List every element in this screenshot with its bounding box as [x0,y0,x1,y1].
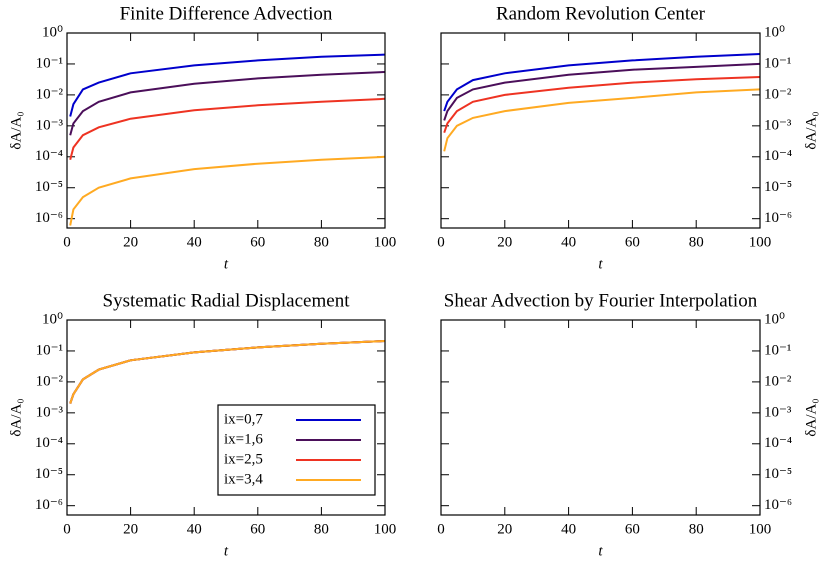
plot-frame [66,319,386,516]
x-tick-label: 60 [250,234,265,250]
y-tick-label: 10⁻⁴ [35,435,63,451]
x-axis-label: t [224,256,229,272]
y-tick-label: 10⁻⁴ [764,435,792,451]
y-tick-label: 10⁻² [764,86,792,102]
x-tick-label: 0 [437,521,445,537]
x-tick-label: 40 [561,521,576,537]
legend-label: ix=0,7 [224,411,263,427]
x-tick-label: 20 [497,521,512,537]
x-tick-label: 80 [314,521,329,537]
x-tick-label: 100 [374,521,397,537]
y-tick-label: 10⁻² [764,373,792,389]
y-tick-label: 10⁻¹ [764,55,791,71]
x-tick-label: 60 [625,234,640,250]
y-tick-label: 10⁻⁴ [764,148,792,164]
x-tick-label: 0 [63,234,71,250]
y-tick-label: 10⁰ [764,24,785,40]
panel-title: Systematic Radial Displacement [103,290,351,311]
plot-frame [66,32,386,229]
y-tick-label: 10⁻¹ [36,342,63,358]
y-tick-label: 10⁻⁵ [35,179,63,195]
y-tick-label: 10⁻⁶ [764,210,792,226]
series-line [69,155,386,226]
x-axis-label: t [224,543,229,559]
y-axis-label: δA/A₀ [8,398,24,436]
x-tick-label: 40 [561,234,576,250]
y-tick-label: 10⁻⁶ [764,497,792,513]
y-tick-label: 10⁻⁵ [35,466,63,482]
x-tick-label: 0 [437,234,445,250]
y-axis-label: δA/A₀ [803,111,819,149]
y-tick-label: 10⁻¹ [36,55,63,71]
series-line [69,53,386,117]
x-axis-label: t [598,256,603,272]
x-tick-label: 40 [187,234,202,250]
x-axis-label: t [598,543,603,559]
series-line [443,62,761,121]
x-tick-label: 80 [689,234,704,250]
plot-frame [440,319,761,516]
y-axis-label: δA/A₀ [8,111,24,149]
y-tick-label: 10⁻⁴ [35,148,63,164]
x-tick-label: 60 [625,521,640,537]
panel-title: Finite Difference Advection [120,3,333,24]
x-tick-label: 100 [749,234,772,250]
legend-label: ix=1,6 [224,431,263,447]
plot-frame [440,32,761,229]
x-tick-label: 100 [374,234,397,250]
x-tick-label: 60 [250,521,265,537]
y-tick-label: 10⁻² [36,86,64,102]
y-tick-label: 10⁻³ [764,117,792,133]
y-tick-label: 10⁻⁶ [35,497,63,513]
panel-title: Random Revolution Center [496,3,706,24]
y-tick-label: 10⁰ [764,311,785,327]
y-tick-label: 10⁻⁶ [35,210,63,226]
x-tick-label: 80 [314,234,329,250]
series-line [443,88,761,152]
series-line [443,76,761,134]
y-tick-label: 10⁻³ [764,404,792,420]
x-tick-label: 80 [689,521,704,537]
y-tick-label: 10⁻¹ [764,342,791,358]
y-axis-label: δA/A₀ [803,398,819,436]
panel-title: Shear Advection by Fourier Interpolation [444,290,758,311]
y-tick-label: 10⁰ [42,24,63,40]
y-tick-label: 10⁻⁵ [764,179,792,195]
series-line [443,53,761,112]
y-tick-label: 10⁰ [42,311,63,327]
series-line [69,97,386,161]
series-line [69,71,386,136]
x-tick-label: 0 [63,521,71,537]
series-line [69,340,386,404]
x-tick-label: 100 [749,521,772,537]
x-tick-label: 40 [187,521,202,537]
y-tick-label: 10⁻³ [36,117,64,133]
y-tick-label: 10⁻³ [36,404,64,420]
x-tick-label: 20 [497,234,512,250]
legend-label: ix=3,4 [224,471,263,487]
legend-label: ix=2,5 [224,451,263,467]
x-tick-label: 20 [123,234,138,250]
y-tick-label: 10⁻⁵ [764,466,792,482]
x-tick-label: 20 [123,521,138,537]
y-tick-label: 10⁻² [36,373,64,389]
